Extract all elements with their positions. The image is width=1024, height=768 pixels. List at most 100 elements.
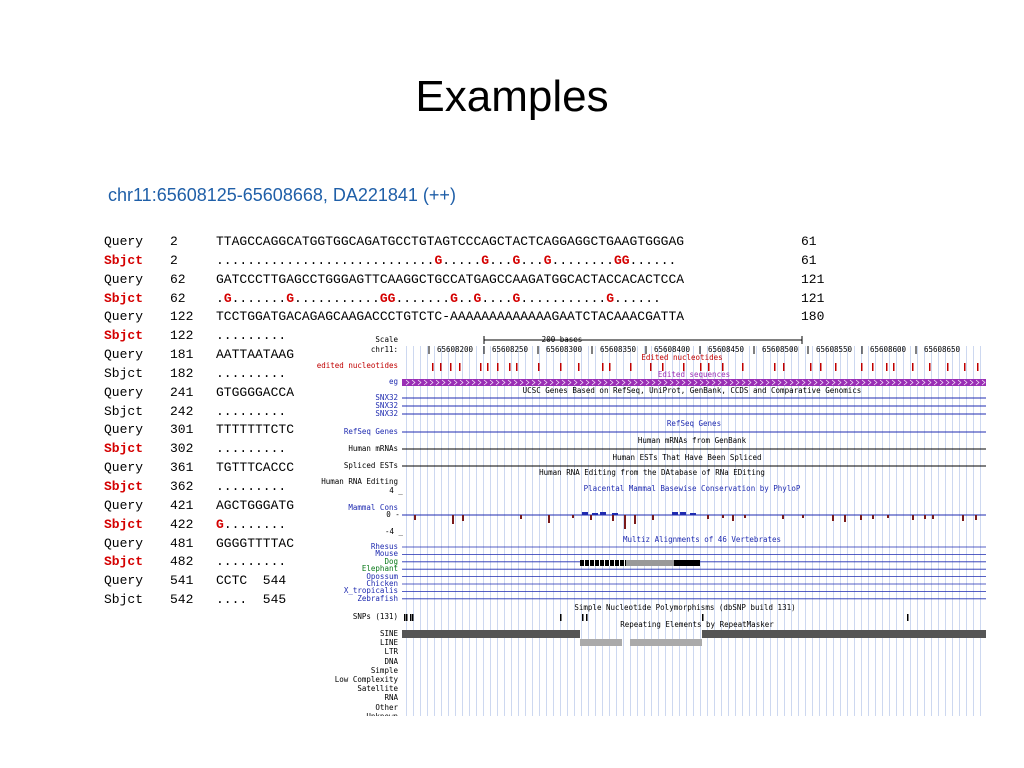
cons-bar-up <box>672 512 678 515</box>
grid-line <box>980 346 981 716</box>
row-label: Query <box>104 422 144 438</box>
edited-nucleotide-mark <box>538 363 540 371</box>
strand-arrow <box>957 379 962 386</box>
sequence-segment: AGCTGGGATG <box>216 497 295 513</box>
cons-bar <box>548 515 550 523</box>
repeat-class-label: SINE <box>379 629 398 638</box>
edited-base: G <box>473 290 482 306</box>
strand-arrow <box>639 379 644 386</box>
row-end: 121 <box>801 271 825 287</box>
strand-arrow <box>489 379 494 386</box>
strand-arrow <box>555 379 560 386</box>
eg-label: eg <box>388 377 398 386</box>
row-sequence: TTAGCCAGGCATGGTGGCAGATGCCTGTAGTCCCAGCTAC… <box>216 233 801 252</box>
species-label: Zebrafish <box>357 593 398 603</box>
eg-track-bar <box>402 379 986 386</box>
rna-editing-label: Human RNA Editing <box>321 477 398 486</box>
sequence-segment: ........... <box>520 290 607 306</box>
strand-arrow <box>981 379 986 386</box>
sequence-segment: GATCCCTTGAGCCTGGGAGTTCAAGGCTGCCATGAGCCAA… <box>216 271 685 287</box>
strand-arrow <box>921 379 926 386</box>
strand-arrow <box>963 379 968 386</box>
sequence-segment: ......... <box>216 328 287 344</box>
repeat-class-label: DNA <box>384 656 398 666</box>
row-start: 242 <box>170 403 194 419</box>
genome-browser-graphic <box>402 336 986 716</box>
grid-line <box>553 346 554 716</box>
edited-base: G <box>512 252 521 268</box>
position-label: 65608500 <box>761 345 799 354</box>
grid-line <box>784 346 785 716</box>
strand-arrow <box>747 379 752 386</box>
track-title: Repeating Elements by RepeatMasker <box>620 620 774 629</box>
scale-text: 200 bases <box>541 335 583 344</box>
strand-arrow <box>807 379 812 386</box>
strand-arrow <box>519 379 524 386</box>
strand-arrow <box>855 379 860 386</box>
strand-arrow <box>651 379 656 386</box>
track-title: Edited sequences <box>657 370 731 379</box>
strand-arrow <box>513 379 518 386</box>
cons-bar-up <box>600 512 606 515</box>
edited-nucleotide-mark <box>893 363 895 371</box>
chrom-label: chr11: <box>370 345 398 354</box>
grid-line <box>532 346 533 716</box>
strand-arrow <box>849 379 854 386</box>
blast-alignment: Query 2 TTAGCCAGGCATGGTGGCAGATGCCTGTAGTCCC… <box>104 233 824 610</box>
strand-arrow <box>633 379 638 386</box>
edited-nucleotide-mark <box>810 363 812 371</box>
grid-line <box>679 346 680 716</box>
row-sequence: GGGGTTTTAC <box>216 535 801 554</box>
grid-line <box>560 346 561 716</box>
row-label: Query <box>104 460 144 476</box>
cons-bar <box>975 515 977 520</box>
row-start: 542 <box>170 592 194 608</box>
strand-arrow <box>777 379 782 386</box>
strand-arrow <box>909 379 914 386</box>
cons-bar <box>520 515 522 519</box>
row-sequence: ......... <box>216 440 801 459</box>
position-label: 65608450 <box>707 345 745 354</box>
strand-arrow <box>741 379 746 386</box>
edited-nucleotide-mark <box>683 363 685 371</box>
strand-arrow <box>867 379 872 386</box>
genome-browser-panel: Scale 200 bases chr11: 65608200 65608250 6560… <box>312 334 986 716</box>
sequence-segment: GGGGTTTTAC <box>216 535 295 551</box>
row-start: 482 <box>170 554 194 570</box>
strand-arrow <box>951 379 956 386</box>
strand-arrow <box>615 379 620 386</box>
sequence-segment: ......... <box>216 441 287 457</box>
row-start: 182 <box>170 365 194 381</box>
cons-bar <box>962 515 964 521</box>
strand-arrow <box>801 379 806 386</box>
edited-nucleotide-mark <box>912 363 914 371</box>
spliced-ests-label: Spliced ESTs <box>343 461 398 470</box>
row-start: 62 <box>170 290 186 306</box>
position-label: 65608200 <box>436 345 474 354</box>
position-label: 65608650 <box>923 345 961 354</box>
edited-nucleotide-mark <box>480 363 482 371</box>
grid-line <box>413 346 414 716</box>
strand-arrow <box>945 379 950 386</box>
row-end: 180 <box>801 309 825 325</box>
track-title: Multiz Alignments of 46 Vertebrates <box>622 535 782 544</box>
alignment-gap <box>604 560 605 566</box>
grid-line <box>910 346 911 716</box>
row-start: 62 <box>170 271 186 287</box>
strand-arrow <box>477 379 482 386</box>
grid-line <box>469 346 470 716</box>
position-label: 65608400 <box>653 345 691 354</box>
grid-line <box>770 346 771 716</box>
strand-arrow <box>549 379 554 386</box>
strand-arrow <box>843 379 848 386</box>
species-label: X_tropicalis <box>343 586 398 596</box>
alignment-gap <box>599 560 600 566</box>
grid-line <box>805 346 806 716</box>
grid-line <box>917 346 918 716</box>
row-start: 301 <box>170 422 194 438</box>
grid-line <box>588 346 589 716</box>
grid-line <box>861 346 862 716</box>
strand-arrow <box>705 379 710 386</box>
strand-arrow <box>837 379 842 386</box>
row-label: Sbjct <box>104 441 144 457</box>
